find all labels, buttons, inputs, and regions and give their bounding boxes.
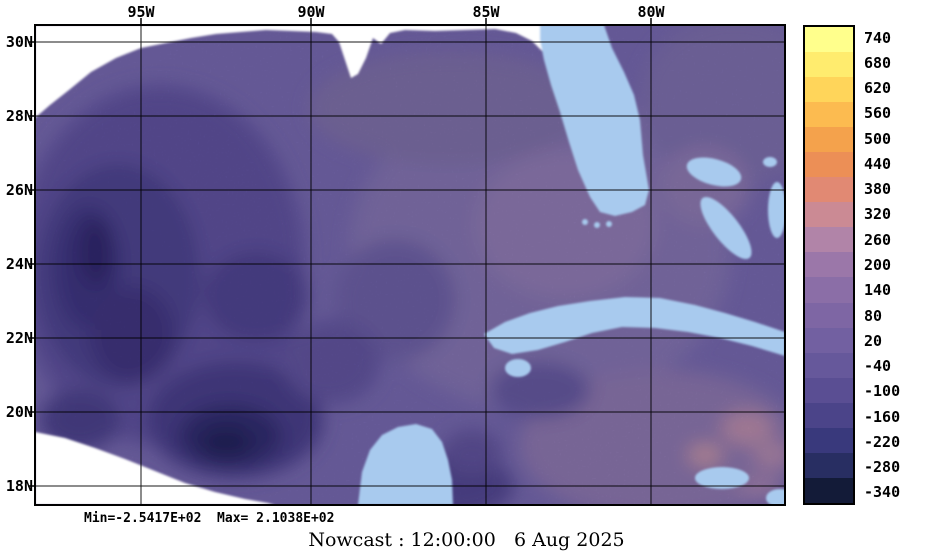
- colorbar-swatch: [805, 277, 853, 303]
- florida-keys: [594, 222, 600, 228]
- colorbar-swatch: [805, 452, 853, 478]
- land-bahamas: [700, 197, 752, 259]
- colorbar-swatch: [805, 177, 853, 203]
- colorbar-swatch: [805, 377, 853, 403]
- land-florida: [540, 25, 649, 216]
- lat-tick-label: 18N: [5, 477, 33, 495]
- land-yucatan: [358, 424, 453, 505]
- colorbar-tick-label: 740: [864, 28, 892, 47]
- colorbar: [803, 25, 855, 505]
- colorbar-tick-label: -160: [864, 407, 901, 426]
- lon-tick-label: 95W: [127, 3, 155, 21]
- colorbar-swatch: [805, 302, 853, 328]
- colorbar-swatch: [805, 27, 853, 53]
- florida-keys: [582, 219, 588, 225]
- colorbar-tick-label: -220: [864, 432, 901, 451]
- axis-tick-marks: [28, 18, 652, 487]
- colorbar-swatch: [805, 352, 853, 378]
- lat-tick-label: 20N: [5, 403, 33, 421]
- min-max-text: Min=-2.5417E+02 Max= 2.1038E+02: [84, 511, 335, 526]
- land-us-mainland: [35, 25, 548, 118]
- colorbar-swatch: [805, 102, 853, 128]
- colorbar-tick-label: 320: [864, 205, 892, 224]
- colorbar-swatch: [805, 477, 853, 503]
- colorbar-swatch: [805, 327, 853, 353]
- lat-tick-label: 30N: [5, 33, 33, 51]
- colorbar-labels: 740 680 620 560 500 440 380 320 260 200 140 80 20 -40…: [864, 25, 924, 505]
- land-bahamas: [768, 182, 785, 238]
- colorbar-tick-label: -280: [864, 458, 901, 477]
- colorbar-tick-label: 440: [864, 154, 892, 173]
- colorbar-tick-label: 560: [864, 104, 892, 123]
- colorbar-swatch: [805, 152, 853, 178]
- land-bahamas: [763, 157, 777, 167]
- lon-tick-label: 90W: [297, 3, 325, 21]
- colorbar-tick-label: 20: [864, 331, 883, 350]
- plot-frame: [34, 24, 786, 506]
- lon-tick-label: 85W: [472, 3, 500, 21]
- colorbar-tick-label: -340: [864, 483, 901, 502]
- colorbar-swatch: [805, 202, 853, 228]
- lat-tick-label: 28N: [5, 107, 33, 125]
- land-bahamas: [686, 157, 742, 187]
- colorbar-tick-label: 80: [864, 306, 883, 325]
- colorbar-swatch: [805, 427, 853, 453]
- land-masks: [35, 25, 785, 505]
- florida-keys: [606, 221, 612, 227]
- colorbar-tick-label: 680: [864, 53, 892, 72]
- land-mexico: [35, 432, 275, 505]
- colorbar-swatch: [805, 402, 853, 428]
- colorbar-tick-label: -100: [864, 382, 901, 401]
- land-isla-juventud: [505, 359, 531, 377]
- colorbar-swatch: [805, 227, 853, 253]
- colorbar-swatch: [805, 252, 853, 278]
- colorbar-swatch: [805, 52, 853, 78]
- land-jamaica: [695, 467, 749, 489]
- lat-tick-label: 26N: [5, 181, 33, 199]
- colorbar-tick-label: 500: [864, 129, 892, 148]
- land-cuba: [484, 297, 785, 356]
- colorbar-tick-label: -40: [864, 357, 892, 376]
- colorbar-tick-label: 140: [864, 281, 892, 300]
- land-island-se: [766, 489, 785, 505]
- colorbar-tick-label: 380: [864, 180, 892, 199]
- colorbar-tick-label: 200: [864, 256, 892, 275]
- lat-tick-label: 24N: [5, 255, 33, 273]
- lon-tick-label: 80W: [637, 3, 665, 21]
- colorbar-tick-label: 620: [864, 79, 892, 98]
- lat-tick-label: 22N: [5, 329, 33, 347]
- grid-lines: [35, 25, 785, 505]
- colorbar-tick-label: 260: [864, 230, 892, 249]
- colorbar-swatch: [805, 127, 853, 153]
- nowcast-timestamp-title: Nowcast : 12:00:00 6 Aug 2025: [308, 529, 625, 551]
- colorbar-swatch: [805, 77, 853, 103]
